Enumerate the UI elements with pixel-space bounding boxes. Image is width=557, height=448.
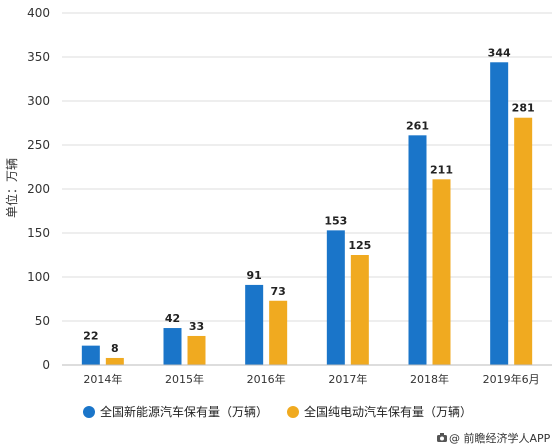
data-label-series-1: 22 [83,330,98,343]
data-label-series-1: 91 [247,269,262,282]
legend-marker-series-1 [83,406,95,418]
bar-series-1 [408,135,427,365]
x-tick-label: 2017年 [328,372,367,386]
y-tick-label: 200 [27,182,50,196]
gridlines [62,12,552,322]
bars [81,62,533,365]
bar-series-1 [163,328,182,365]
data-label-series-2: 33 [189,320,204,333]
data-label-series-2: 73 [271,285,286,298]
y-tick-label: 100 [27,270,50,284]
bar-series-1 [81,345,100,365]
data-label-series-1: 344 [488,46,511,59]
bar-series-2 [350,255,369,365]
bar-series-1 [245,284,264,365]
y-tick-label: 250 [27,138,50,152]
y-tick-label: 300 [27,94,50,108]
x-tick-label: 2016年 [247,372,286,386]
legend-label-series-2: 全国纯电动汽车保有量（万辆） [304,404,472,419]
legend: 全国新能源汽车保有量（万辆） 全国纯电动汽车保有量（万辆） [83,404,472,419]
source-credit: @ 前瞻经济学人APP [437,431,551,445]
bar-series-1 [490,62,509,365]
bar-series-2 [269,300,288,365]
data-label-series-2: 211 [430,163,453,176]
data-label-series-2: 8 [111,342,119,355]
legend-item-series-2: 全国纯电动汽车保有量（万辆） [287,404,472,419]
y-axis-ticks: 0 50 100 150 200 250 300 350 400 [27,6,50,372]
legend-item-series-1: 全国新能源汽车保有量（万辆） [83,404,268,419]
y-axis-label: 单位：万辆 [4,158,19,218]
y-tick-label: 350 [27,50,50,64]
data-label-series-1: 42 [165,312,180,325]
bar-series-2 [105,357,124,365]
x-tick-label: 2019年6月 [483,372,540,386]
y-tick-label: 400 [27,6,50,20]
x-tick-label: 2018年 [410,372,449,386]
y-tick-label: 50 [35,314,50,328]
y-tick-label: 0 [42,358,50,372]
data-label-series-1: 261 [406,119,429,132]
legend-label-series-1: 全国新能源汽车保有量（万辆） [100,404,268,419]
x-tick-label: 2014年 [83,372,122,386]
camera-icon [437,433,447,442]
bar-series-2 [514,117,533,365]
x-tick-label: 2015年 [165,372,204,386]
data-label-series-2: 125 [348,239,371,252]
legend-marker-series-2 [287,406,299,418]
bar-series-2 [432,179,451,365]
bar-series-2 [187,335,206,365]
data-label-series-1: 153 [324,214,347,227]
source-text: @ 前瞻经济学人APP [449,431,551,445]
bar-series-1 [326,230,345,365]
x-axis-ticks: 2014年 2015年 2016年 2017年 2018年 2019年6月 [83,372,539,386]
y-tick-label: 150 [27,226,50,240]
data-label-series-2: 281 [512,102,535,115]
